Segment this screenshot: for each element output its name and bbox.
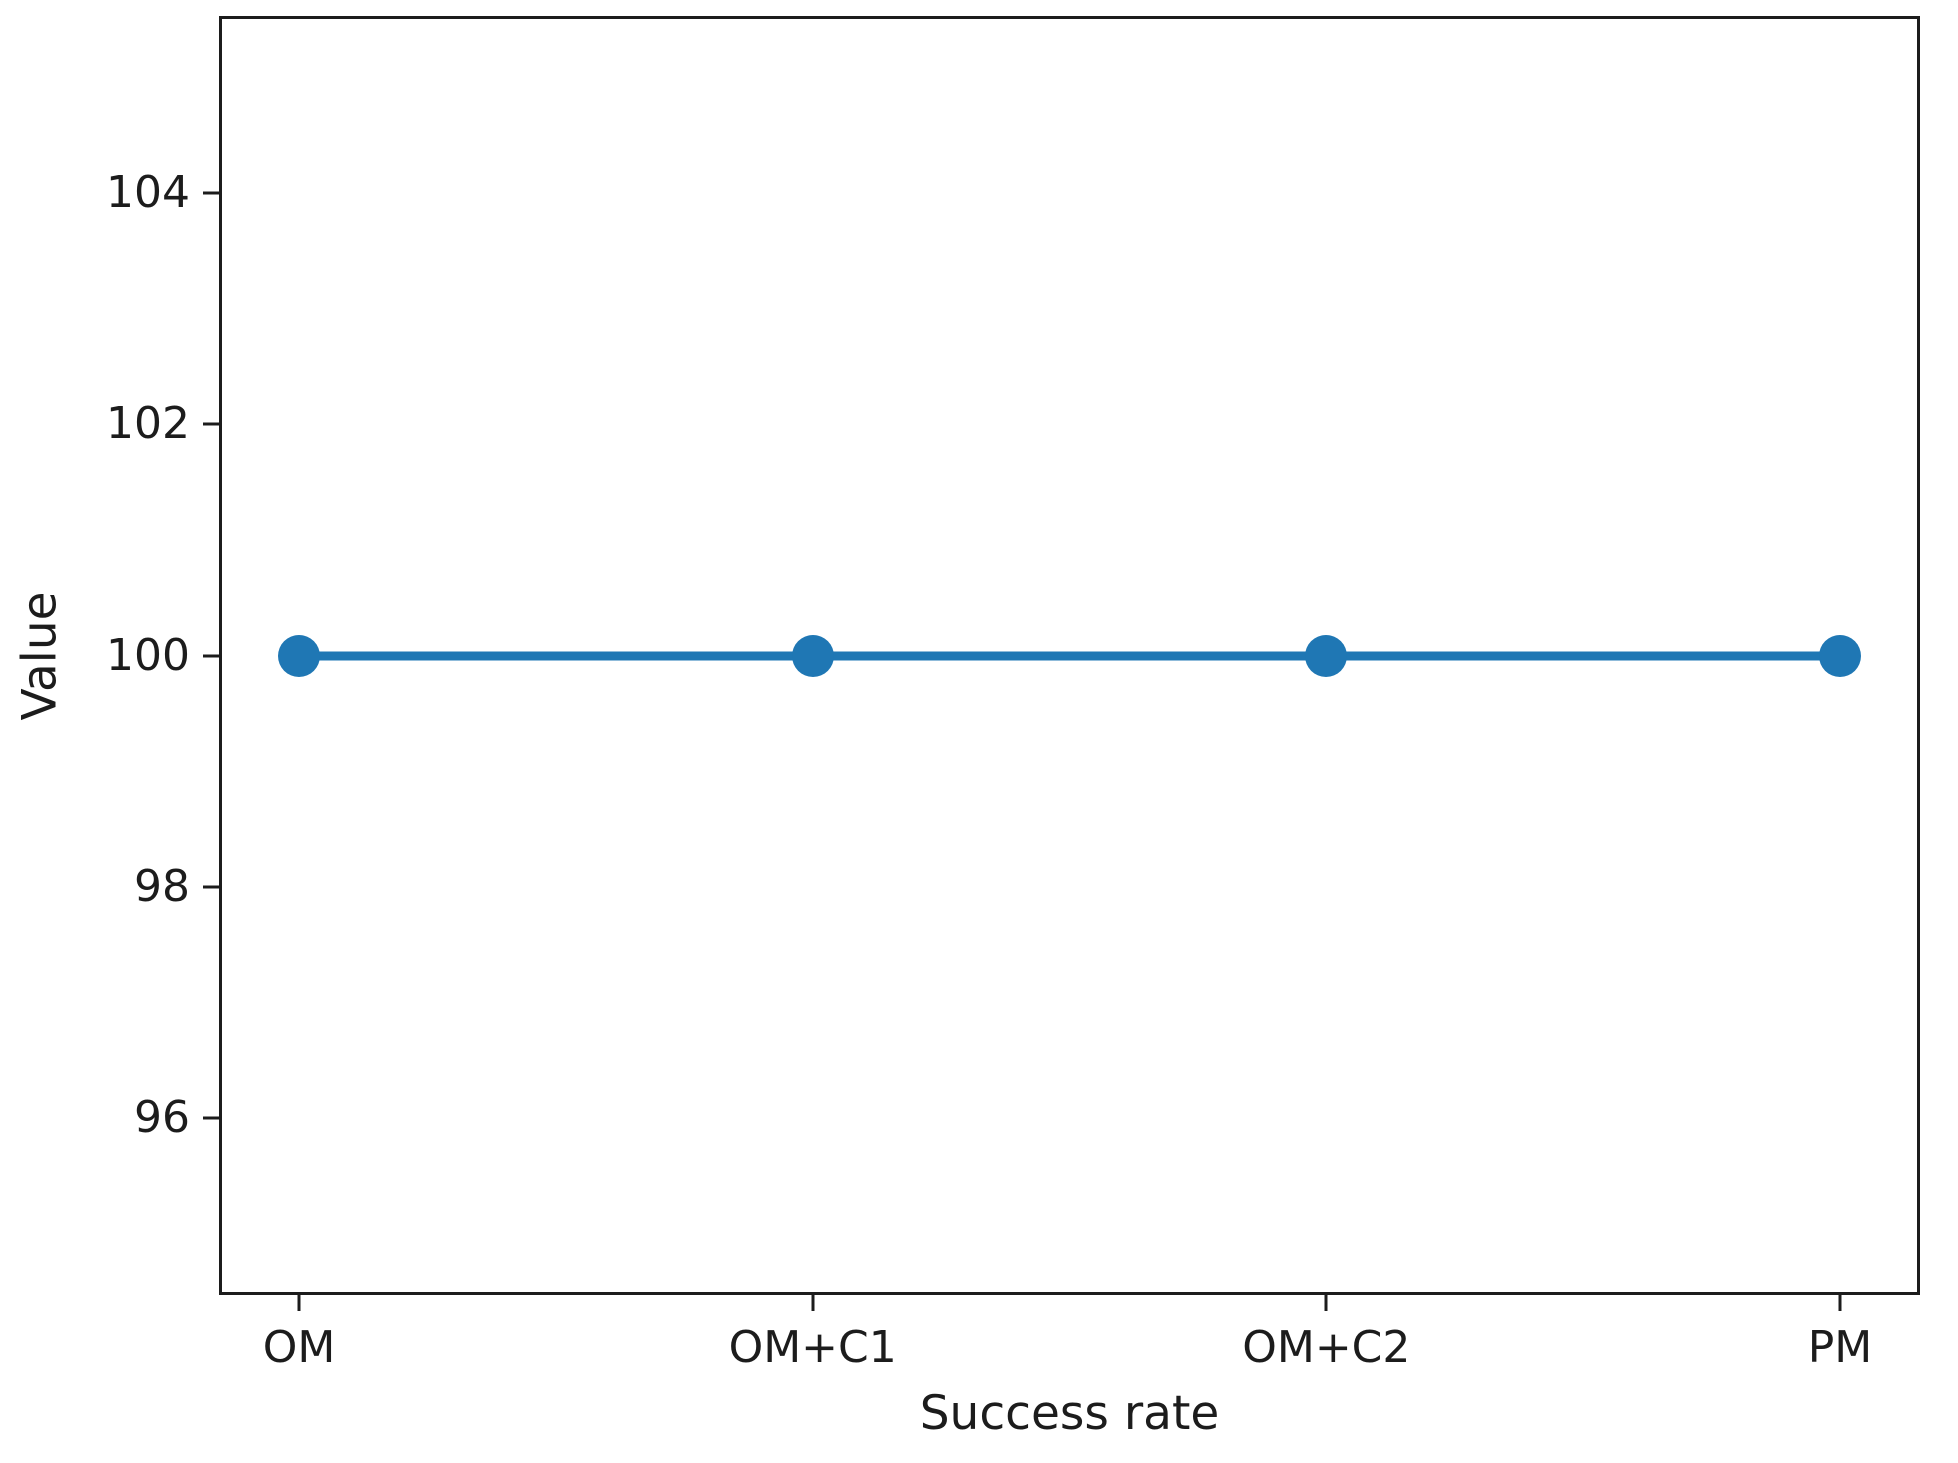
- x-tick-label: OM+C1: [728, 1322, 897, 1373]
- data-point: [278, 634, 321, 677]
- x-axis-title: Success rate: [919, 1386, 1220, 1441]
- x-tick-mark: [297, 1292, 301, 1311]
- x-tick-mark: [1324, 1292, 1328, 1311]
- data-point: [1818, 634, 1861, 677]
- x-tick-label: PM: [1807, 1322, 1873, 1373]
- y-axis-title: Value: [12, 590, 68, 721]
- x-tick-mark: [1838, 1292, 1842, 1311]
- x-tick-label: OM+C2: [1242, 1322, 1411, 1373]
- x-tick-mark: [811, 1292, 815, 1311]
- data-point: [791, 634, 834, 677]
- y-tick-mark: [203, 1116, 222, 1120]
- plot-area: 104 102 100 98 96 OM OM+C1 OM+C2 PM Succ…: [13, 16, 1920, 1437]
- y-tick-label: 104: [106, 166, 190, 218]
- y-tick-label: 96: [134, 1092, 190, 1144]
- series-line: [299, 651, 1840, 660]
- y-tick-mark: [203, 191, 222, 195]
- y-tick-mark: [203, 654, 222, 657]
- data-point: [1305, 634, 1348, 677]
- y-tick-mark: [203, 422, 222, 426]
- y-tick-mark: [203, 885, 222, 889]
- y-tick-label: 100: [106, 629, 190, 681]
- y-tick-label: 98: [134, 860, 190, 912]
- y-tick-label: 102: [106, 398, 190, 450]
- x-tick-label: OM: [262, 1322, 336, 1373]
